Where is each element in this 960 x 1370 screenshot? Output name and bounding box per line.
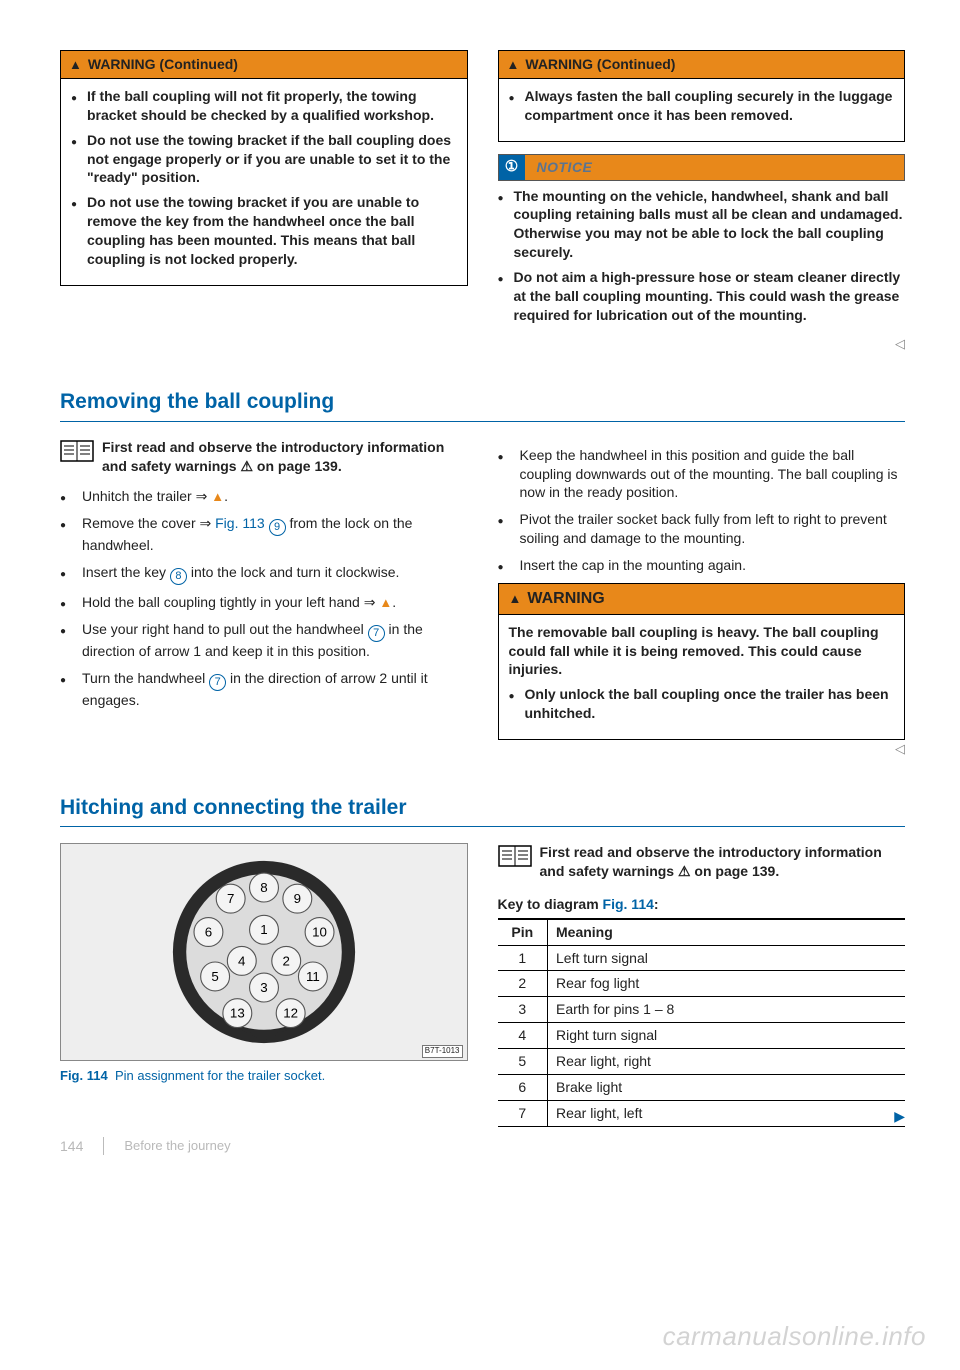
warning-bullet: Only unlock the ball coupling once the t… [509, 685, 895, 723]
trailer-socket-diagram: 87916104251131312 [129, 852, 399, 1052]
step-turn-handwheel: Turn the handwheel 7 in the direction of… [60, 669, 468, 710]
table-row: 6Brake light [498, 1074, 906, 1100]
removing-section: First read and observe the introductory … [60, 438, 905, 758]
footer-divider [103, 1137, 104, 1155]
svg-text:7: 7 [227, 891, 234, 906]
figure-114: 87916104251131312 B7T-1013 [60, 843, 468, 1061]
warning-triangle-icon: ▲ [509, 590, 522, 608]
watermark: carmanualsonline.info [663, 1319, 926, 1354]
svg-text:5: 5 [211, 969, 218, 984]
svg-text:11: 11 [306, 969, 320, 984]
svg-text:4: 4 [238, 953, 246, 968]
top-warning-row: ▲ WARNING (Continued) If the ball coupli… [60, 50, 905, 352]
circled-9-icon: 9 [269, 519, 286, 536]
bullet-item: Do not use the towing bracket if the bal… [71, 131, 457, 188]
fig-link: Fig. 113 [215, 515, 265, 531]
circled-8-icon: 8 [170, 568, 187, 585]
warning-header: ▲ WARNING (Continued) [499, 51, 905, 79]
step-unhitch: Unhitch the trailer ⇒ ▲. [60, 487, 468, 506]
warning-continued-label: WARNING (Continued) [88, 55, 238, 74]
section-heading-hitching: Hitching and connecting the trailer [60, 794, 905, 827]
step-item: Insert the cap in the mounting again. [498, 556, 906, 575]
figure-caption: Fig. 114 Pin assignment for the trailer … [60, 1067, 468, 1085]
step-pull-handwheel: Use your right hand to pull out the hand… [60, 620, 468, 661]
warning-box-left: ▲ WARNING (Continued) If the ball coupli… [60, 50, 468, 286]
svg-text:10: 10 [312, 924, 327, 939]
pin-header: Pin [498, 919, 548, 945]
removing-right-steps: Keep the handwheel in this position and … [498, 446, 906, 575]
svg-text:13: 13 [230, 1006, 245, 1021]
section-heading-removing: Removing the ball coupling [60, 388, 905, 421]
figure-ref-code: B7T-1013 [422, 1045, 463, 1058]
warning-body-right: Always fasten the ball coupling securely… [499, 79, 905, 141]
step-hold: Hold the ball coupling tightly in your l… [60, 593, 468, 612]
warning-triangle-icon: ▲ [379, 595, 392, 610]
table-row: 5Rear light, right [498, 1049, 906, 1075]
svg-text:1: 1 [260, 922, 267, 937]
circled-7-icon: 7 [368, 625, 385, 642]
warning-label: WARNING [527, 588, 604, 610]
meaning-header: Meaning [548, 919, 906, 945]
warning-header: ▲ WARNING [499, 584, 905, 615]
warning-body: The removable ball coupling is heavy. Th… [499, 615, 905, 739]
warning-box-right: ▲ WARNING (Continued) Always fasten the … [498, 50, 906, 142]
svg-text:12: 12 [283, 1006, 298, 1021]
table-row: 1Left turn signal [498, 945, 906, 971]
warning-continued-label: WARNING (Continued) [525, 55, 675, 74]
table-row: 3Earth for pins 1 – 8 [498, 997, 906, 1023]
notice-info-icon: ① [499, 155, 525, 180]
notice-body: The mounting on the vehicle, handwheel, … [498, 187, 906, 325]
key-to-diagram-label: Key to diagram Fig. 114: [498, 895, 906, 914]
page-footer: 144 Before the journey [60, 1137, 905, 1156]
bullet-item: If the ball coupling will not fit proper… [71, 87, 457, 125]
book-icon [60, 438, 94, 464]
notice-header: ① NOTICE [498, 154, 906, 181]
notice-label: NOTICE [525, 155, 605, 180]
intro-row: First read and observe the introductory … [60, 438, 468, 476]
hitching-section: 87916104251131312 B7T-1013 Fig. 114 Pin … [60, 843, 905, 1127]
svg-text:8: 8 [260, 880, 267, 895]
step-insert-key: Insert the key 8 into the lock and turn … [60, 563, 468, 585]
svg-text:3: 3 [260, 980, 267, 995]
svg-text:9: 9 [293, 891, 300, 906]
end-marker-icon: ◁ [895, 740, 905, 758]
bullet-item: Always fasten the ball coupling securely… [509, 87, 895, 125]
svg-text:6: 6 [204, 924, 211, 939]
table-row: 2Rear fog light [498, 971, 906, 997]
bullet-item: The mounting on the vehicle, handwheel, … [498, 187, 906, 263]
warning-body-left: If the ball coupling will not fit proper… [61, 79, 467, 285]
svg-text:2: 2 [282, 953, 289, 968]
step-remove-cover: Remove the cover ⇒ Fig. 113 9 from the l… [60, 514, 468, 555]
warning-triangle-icon: ▲ [507, 56, 520, 74]
intro-row: First read and observe the introductory … [498, 843, 906, 881]
warning-text: The removable ball coupling is heavy. Th… [509, 623, 895, 680]
step-item: Keep the handwheel in this position and … [498, 446, 906, 503]
end-marker-icon: ◁ [895, 335, 905, 353]
bullet-item: Do not use the towing bracket if you are… [71, 193, 457, 269]
pin-table: Pin Meaning 1Left turn signal2Rear fog l… [498, 918, 906, 1127]
intro-text: First read and observe the introductory … [102, 438, 468, 476]
warning-triangle-icon: ▲ [211, 489, 224, 504]
footer-section-label: Before the journey [124, 1137, 230, 1155]
circled-7-icon: 7 [209, 674, 226, 691]
page-number: 144 [60, 1137, 83, 1156]
warning-box-removable: ▲ WARNING The removable ball coupling is… [498, 583, 906, 740]
step-item: Pivot the trailer socket back fully from… [498, 510, 906, 548]
table-row: 4Right turn signal [498, 1023, 906, 1049]
book-icon [498, 843, 532, 869]
table-row: 7Rear light, left [498, 1100, 906, 1126]
warning-header: ▲ WARNING (Continued) [61, 51, 467, 79]
warning-triangle-icon: ▲ [69, 56, 82, 74]
intro-text: First read and observe the introductory … [540, 843, 906, 881]
continue-arrow-icon: ▶ [894, 1107, 905, 1126]
bullet-item: Do not aim a high-pressure hose or steam… [498, 268, 906, 325]
